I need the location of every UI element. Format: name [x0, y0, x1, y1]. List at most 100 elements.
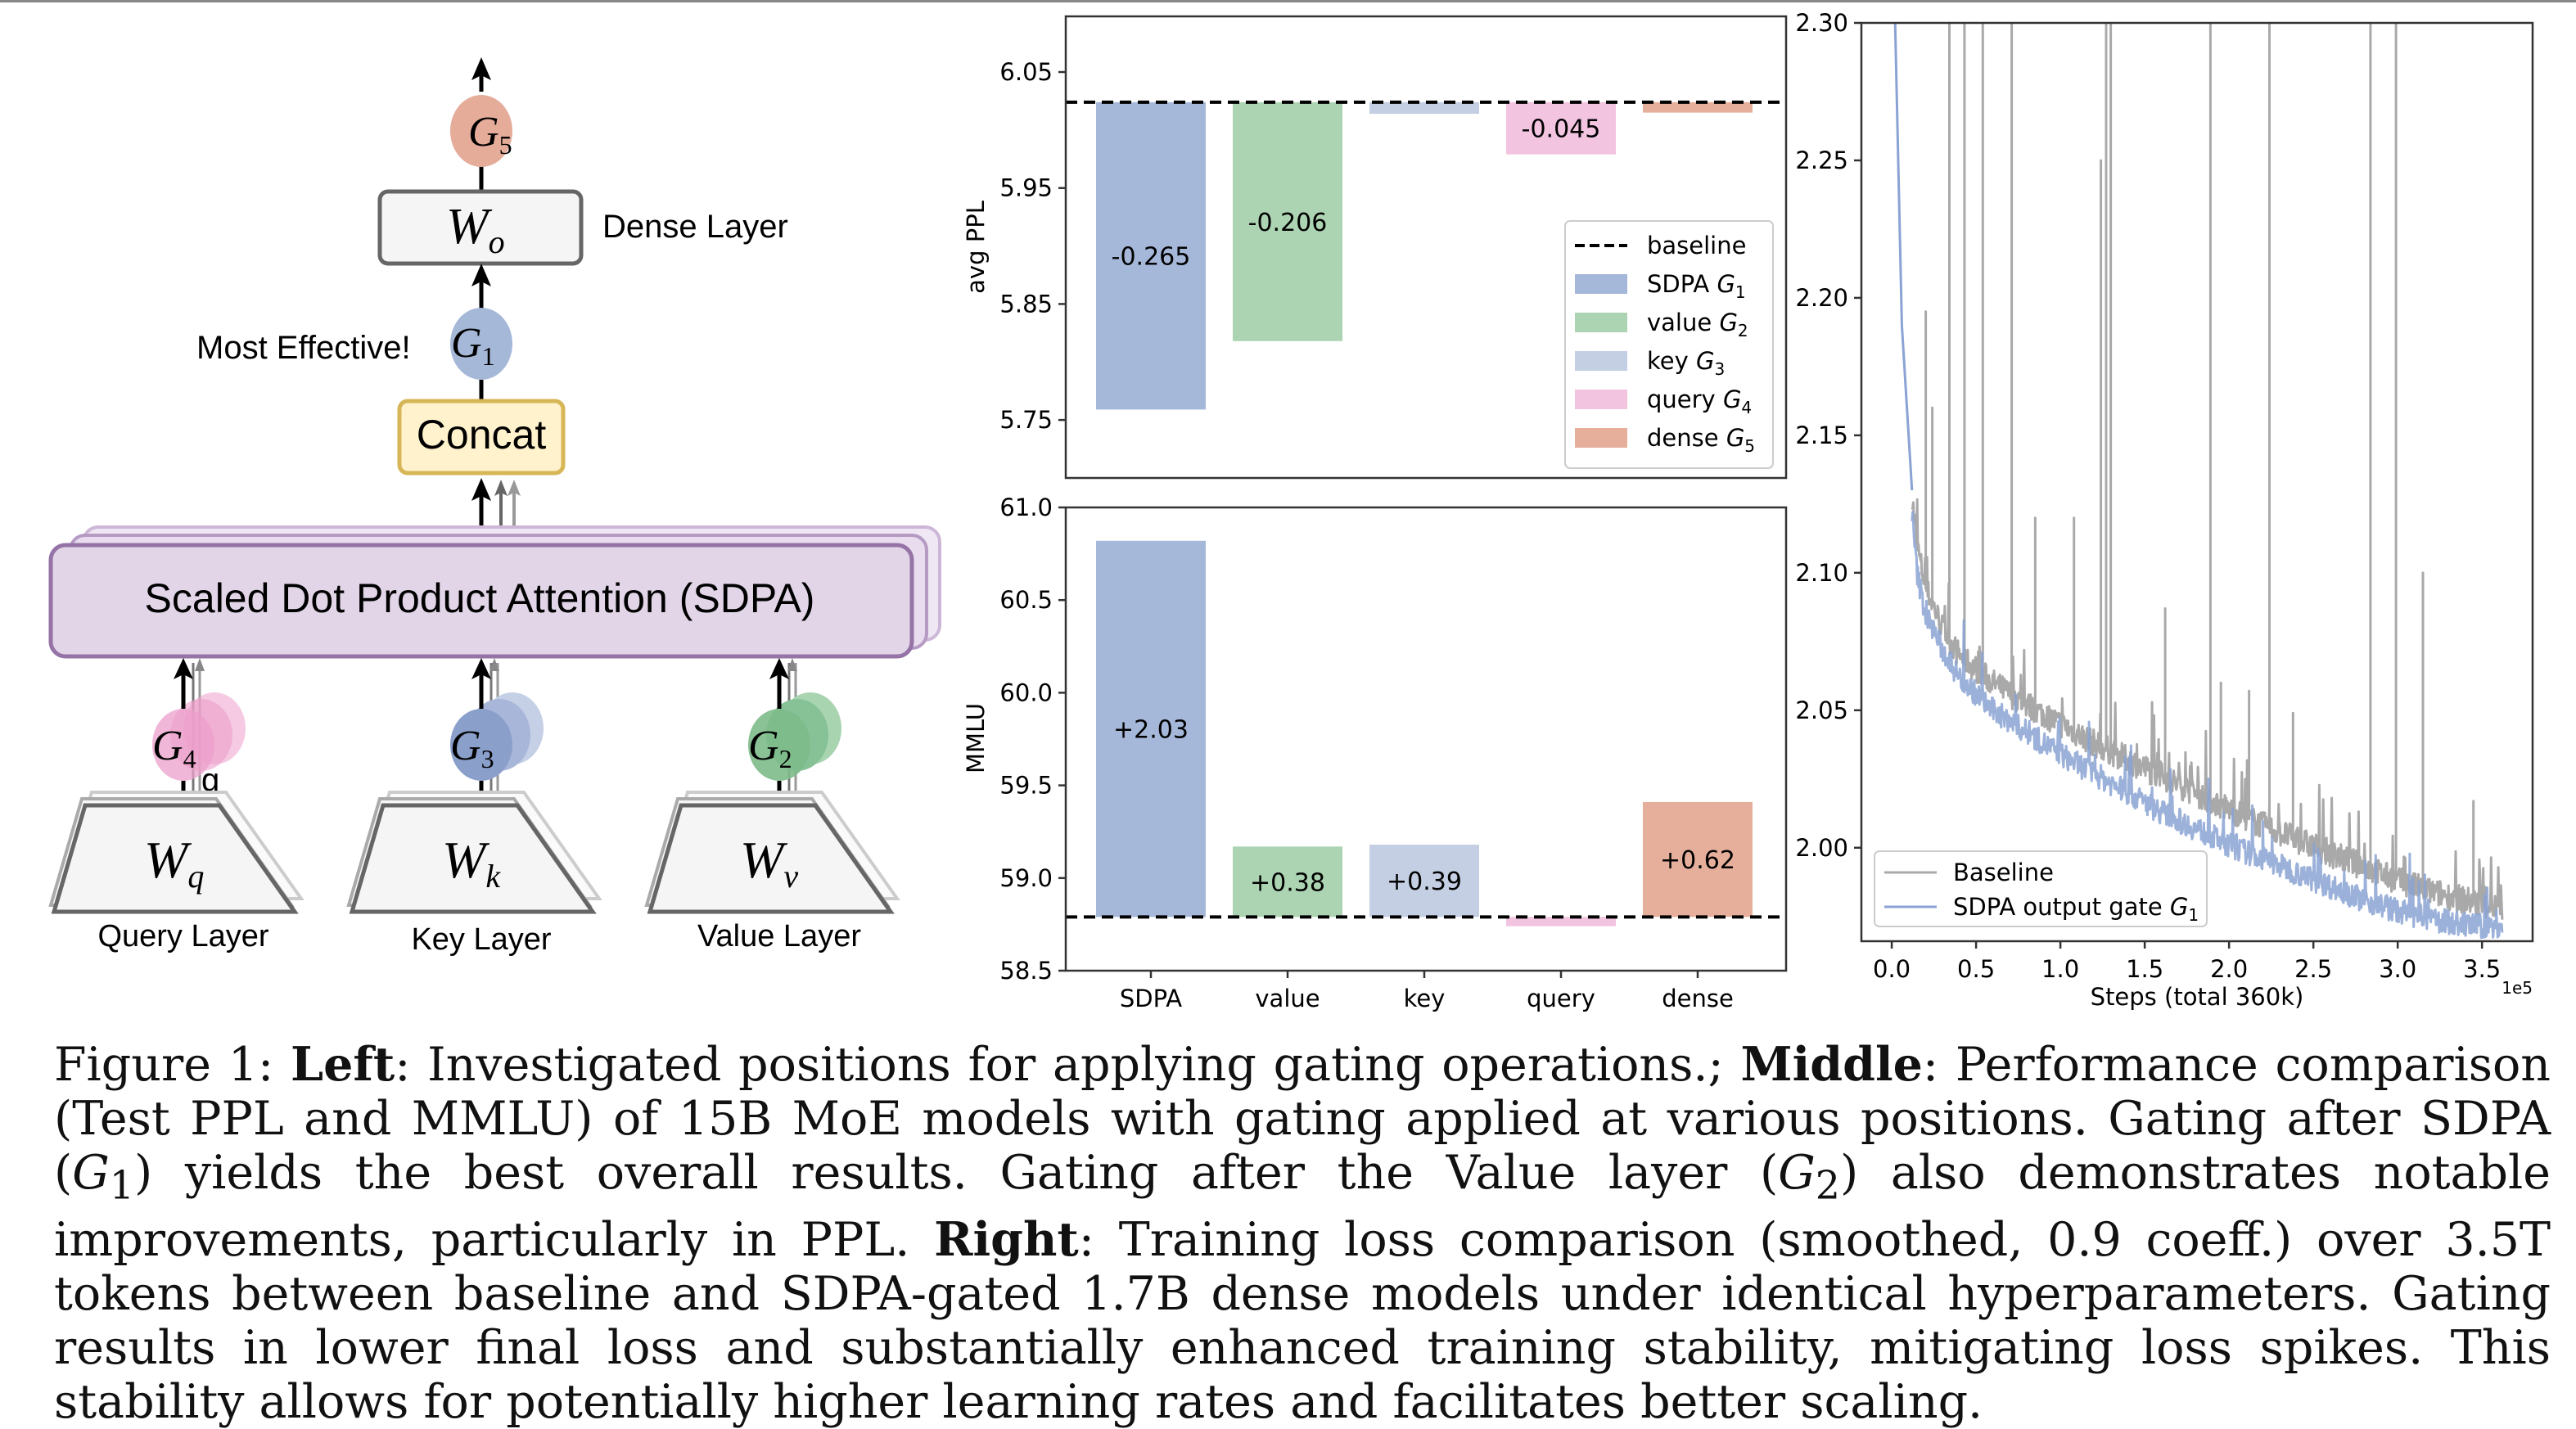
legend-gate: G — [1723, 385, 1741, 413]
loss-x-offset-label: 1e5 — [2502, 978, 2533, 998]
wv-label: Wv — [740, 831, 798, 895]
mmlu-xtick-label: value — [1255, 985, 1320, 1012]
loss-series-gated — [1893, 23, 2504, 940]
ppl-legend-box — [1564, 220, 1774, 469]
mmlu-xtick-label: key — [1404, 985, 1446, 1012]
key-column: G3 Wk Key Layer — [346, 658, 602, 957]
caption-g2: G — [1778, 1146, 1816, 1200]
mmlu-data-label: +0.62 — [1660, 846, 1735, 875]
query-column: G4 g Wq Query Layer — [48, 658, 305, 953]
sdpa-label: Scaled Dot Product Attention (SDPA) — [145, 575, 815, 621]
loss-line-baseline — [1911, 23, 2504, 920]
ppl-bars — [1096, 101, 1753, 410]
mmlu-ytick-label: 60.0 — [999, 678, 1053, 706]
mmlu-ytick-label: 61.0 — [999, 494, 1053, 521]
mmlu-xtick-label: dense — [1662, 985, 1734, 1012]
ppl-legend-swatch-dense — [1575, 428, 1627, 448]
g3-to-sdpa-arrowhead — [471, 658, 491, 679]
mmlu-data-labels: +2.03 +0.38 +0.39 +0.62 — [1113, 716, 1735, 898]
concat-box — [397, 399, 566, 476]
gate-g1 — [450, 308, 512, 380]
ppl-ytick-label: 6.05 — [999, 58, 1053, 86]
ppl-legend-label-value: value G2 — [1647, 309, 1748, 340]
legend-gate-sub: 5 — [1744, 436, 1755, 456]
loss-legend: Baseline SDPA output gate G1 — [1874, 850, 2208, 927]
ppl-data-label: -0.265 — [1112, 243, 1191, 272]
figure-label: Figure 1: — [54, 1038, 274, 1092]
loss-line-gated — [1911, 511, 2504, 940]
loss-x-axis-label: Steps (total 360k) — [2091, 983, 2304, 1011]
gate-g2 — [748, 709, 810, 781]
g1-to-wo-arrowhead — [471, 264, 491, 286]
g4-to-sdpa-arrowhead — [174, 658, 193, 679]
top-rule — [0, 0, 2576, 2]
dense-layer-label: Dense Layer — [602, 209, 788, 245]
ppl-legend-label-SDPA: SDPA G1 — [1647, 270, 1746, 302]
loss-xtick-label: 2.5 — [2294, 955, 2332, 983]
legend-gate: G — [2170, 893, 2188, 921]
mmlu-ytick-label: 60.5 — [999, 586, 1053, 614]
ghost-arrowhead — [195, 658, 205, 671]
ppl-ytick-label: 5.85 — [999, 290, 1053, 318]
legend-gate-sub: 1 — [1735, 282, 1746, 302]
ppl-legend-label-query: query G4 — [1647, 385, 1752, 417]
legend-text: value — [1647, 309, 1719, 336]
figure-caption: Figure 1: Left: Investigated positions f… — [54, 1038, 2551, 1429]
mmlu-x-ticks: SDPA value key query dense — [1120, 971, 1734, 1012]
caption-right-label: Right — [934, 1212, 1079, 1268]
loss-ytick-label: 2.05 — [1795, 696, 1848, 724]
loss-ytick-label: 2.30 — [1795, 9, 1848, 37]
gate-g4-label: G4 — [152, 723, 196, 773]
sdpa-to-concat-arrowhead — [471, 478, 491, 501]
legend-gate: G — [1726, 424, 1744, 452]
loss-xtick-label: 3.0 — [2379, 955, 2416, 983]
wq-label: Wq — [144, 831, 204, 895]
ppl-bar-value — [1233, 101, 1342, 341]
caption-middle-label: Middle — [1740, 1037, 1923, 1092]
mmlu-axes-frame — [1064, 506, 1788, 972]
loss-ytick-label: 2.15 — [1795, 421, 1848, 449]
ppl-data-labels: -0.265 -0.206 -0.045 — [1112, 115, 1601, 272]
caption-g1-sub: 1 — [109, 1163, 135, 1209]
gate-g3-label: G3 — [450, 723, 494, 773]
output-arrow-head — [471, 57, 491, 80]
caption-middle-text-1: : Performance comparison (Test PPL and M… — [54, 1038, 2551, 1200]
ppl-ytick-label: 5.75 — [999, 406, 1053, 434]
caption-g2-sub: 2 — [1815, 1163, 1841, 1209]
wv-trapezoid — [647, 803, 895, 914]
query-layer-label: Query Layer — [97, 919, 268, 953]
ppl-legend-swatch-value — [1575, 313, 1627, 332]
loss-xtick-label: 1.0 — [2041, 955, 2079, 983]
legend-text: baseline — [1647, 232, 1746, 259]
loss-ytick-label: 2.00 — [1795, 834, 1848, 862]
ppl-axes-frame — [1064, 15, 1788, 480]
value-column: G2 Wv Value Layer — [644, 658, 900, 953]
loss-xtick-label: 0.5 — [1957, 955, 1995, 983]
loss-legend-label-baseline: Baseline — [1953, 859, 2054, 886]
mmlu-y-ticks: 58.5 59.0 59.5 60.0 60.5 61.0 — [999, 494, 1066, 985]
mmlu-bar-value — [1233, 846, 1342, 917]
ppl-legend-swatch-query — [1575, 390, 1627, 409]
gate-g3 — [450, 709, 512, 781]
gate-g1-label: G1 — [451, 320, 495, 371]
caption-right-text: : Training loss comparison (smoothed, 0.… — [54, 1213, 2551, 1429]
mmlu-bar-query — [1506, 917, 1616, 926]
mmlu-bar-dense — [1643, 801, 1753, 917]
gate-g4 — [152, 709, 214, 781]
loss-ytick-label: 2.20 — [1795, 284, 1848, 312]
loss-series-baseline — [1911, 23, 2504, 920]
ppl-bar-sdpa — [1096, 101, 1206, 410]
wo-box — [377, 189, 584, 266]
ppl-ytick-label: 5.95 — [999, 174, 1053, 202]
mmlu-data-label: +0.39 — [1387, 868, 1462, 896]
ppl-legend-label-dense: dense G5 — [1647, 424, 1755, 456]
loss-xtick-label: 2.0 — [2210, 955, 2248, 983]
loss-legend-label-gated: SDPA output gate G1 — [1953, 893, 2199, 925]
ghost-arrowhead — [508, 480, 521, 496]
gate-g5 — [450, 95, 512, 167]
ppl-data-label: -0.045 — [1522, 115, 1601, 144]
legend-gate-sub: 3 — [1714, 359, 1725, 379]
loss-ytick-label: 2.25 — [1795, 147, 1848, 174]
g2-to-sdpa-arrowhead — [769, 658, 789, 679]
ppl-bar-query — [1506, 101, 1616, 155]
